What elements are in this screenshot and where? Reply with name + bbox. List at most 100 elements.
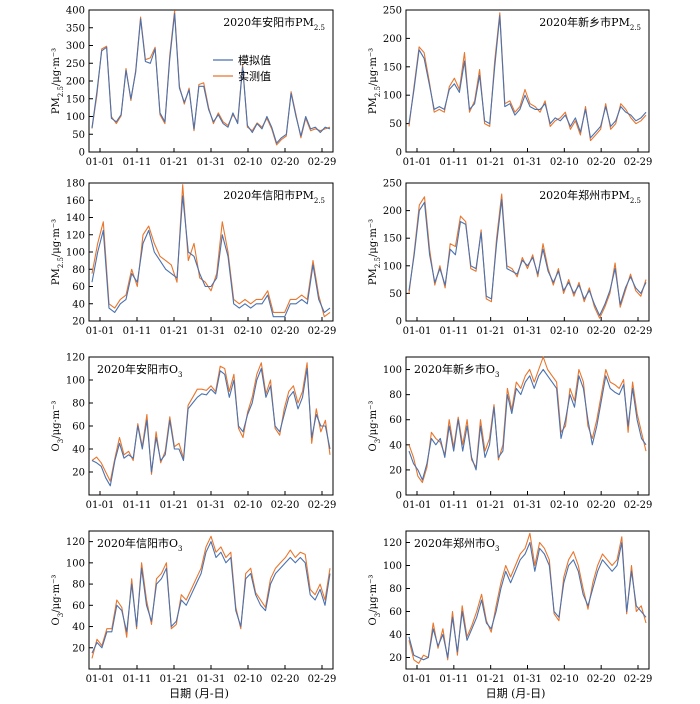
y-axis-label: O3/μg·m⁻³ — [51, 401, 65, 452]
x-tick-label: 01-21 — [160, 674, 189, 685]
x-axis-label: 日期 (月-日) — [486, 687, 546, 700]
y-axis-label: PM2.5/μg·m⁻³ — [51, 219, 65, 285]
y-tick-label: 100 — [383, 561, 402, 572]
chart-panel: 20 40 60 80 100 120 01-01 01-11 01-21 01-31 02-10 0… — [368, 530, 653, 685]
x-tick-label: 01-01 — [403, 674, 432, 685]
text-part: 2.5 — [374, 86, 382, 97]
y-tick-label: 250 — [66, 59, 85, 70]
x-tick-label: 01-21 — [160, 500, 189, 511]
text-part: 2020年新乡市PM — [539, 15, 630, 29]
text-part: 3 — [495, 371, 499, 379]
text-part: 2020年安阳市O — [97, 362, 178, 376]
text-part: O — [368, 617, 379, 625]
x-tick-label: 01-11 — [123, 157, 152, 168]
x-axis-label: 日期 (月-日) — [169, 687, 229, 700]
text-part: 2.5 — [314, 197, 325, 205]
y-tick-label: 400 — [66, 6, 85, 17]
y-tick-label: 100 — [383, 91, 402, 102]
text-part: /μg·m⁻³ — [368, 219, 379, 257]
series-line-simulated — [408, 541, 647, 661]
x-tick-label: 02-29 — [308, 157, 337, 168]
x-tick-label: 02-20 — [271, 674, 300, 685]
y-tick-label: 50 — [389, 289, 402, 300]
y-tick-label: 100 — [66, 376, 85, 387]
legend-label: 实测值 — [238, 69, 271, 83]
x-tick-label: 02-10 — [234, 326, 263, 337]
text-part: 3 — [374, 439, 382, 443]
series-line-observed — [408, 356, 647, 484]
y-tick-label: 40 — [72, 622, 85, 633]
y-tick-label: 160 — [66, 196, 85, 207]
x-tick-label: 01-01 — [86, 674, 115, 685]
x-tick-label: 01-01 — [403, 157, 432, 168]
text-part: 2020年新乡市O — [414, 362, 495, 376]
chart-panel: 0 50 100 150 200 250 300 350 400 01-01 01-11 01-21 0… — [51, 6, 336, 169]
x-tick-label: 01-31 — [513, 674, 542, 685]
y-tick-label: 150 — [383, 234, 402, 245]
y-tick-label: 100 — [383, 261, 402, 272]
chart-panel: 0 50 100 150 200 250 01-01 01-11 01-21 01-31 02-10… — [368, 179, 652, 338]
chart-panel: 20 40 60 80 100 120 01-01 01-11 01-21 01-31 02-10 0… — [51, 353, 336, 512]
x-tick-label: 01-21 — [476, 500, 505, 511]
x-tick-label: 01-11 — [123, 326, 152, 337]
text-part: 2020年郑州市O — [414, 536, 495, 550]
plot-frame — [405, 530, 650, 670]
text-part: 2.5 — [630, 24, 641, 32]
x-tick-label: 02-20 — [587, 157, 616, 168]
y-tick-label: 40 — [72, 299, 85, 310]
x-tick-label: 02-20 — [271, 326, 300, 337]
legend-label: 模拟值 — [238, 53, 271, 67]
chart-panel: 20 40 60 80 100 120 140 160 180 01-01 01-11 01-21 01… — [51, 179, 336, 338]
text-part: /μg·m⁻³ — [368, 48, 379, 86]
x-tick-label: 02-29 — [624, 157, 653, 168]
text-part: 3 — [178, 371, 182, 379]
plot-frame — [405, 356, 650, 496]
y-tick-label: 350 — [66, 23, 85, 34]
panel-title: 2020年郑州市O3 — [414, 536, 499, 553]
y-axis-label: O3/μg·m⁻³ — [368, 575, 382, 626]
series-line-simulated — [408, 368, 647, 481]
x-tick-label: 02-20 — [587, 326, 616, 337]
series-line-observed — [91, 362, 331, 482]
y-tick-label: 120 — [66, 537, 85, 548]
y-tick-label: 0 — [79, 148, 85, 159]
x-tick-label: 01-01 — [403, 326, 432, 337]
y-tick-label: 150 — [66, 94, 85, 105]
y-tick-label: 100 — [66, 248, 85, 259]
y-tick-label: 40 — [72, 445, 85, 456]
y-tick-label: 20 — [389, 465, 402, 476]
text-part: PM — [368, 268, 379, 285]
text-part: PM — [368, 97, 379, 114]
y-tick-label: 60 — [389, 607, 402, 618]
series-line-simulated — [91, 367, 331, 487]
y-axis-label: O3/μg·m⁻³ — [368, 401, 382, 452]
y-tick-label: 60 — [389, 415, 402, 426]
text-part: 3 — [57, 439, 65, 443]
x-tick-label: 02-29 — [624, 674, 653, 685]
series-line-observed — [91, 535, 331, 659]
text-part: 3 — [57, 613, 65, 617]
x-tick-label: 02-29 — [624, 326, 653, 337]
text-part: 2.5 — [314, 24, 325, 32]
panel-title: 2020年新乡市PM2.5 — [539, 15, 641, 32]
x-tick-label: 02-10 — [550, 326, 579, 337]
series-line-observed — [408, 193, 647, 319]
x-tick-label: 01-21 — [476, 674, 505, 685]
x-tick-label: 01-01 — [86, 326, 115, 337]
text-part: 3 — [495, 545, 499, 553]
y-tick-label: 20 — [389, 653, 402, 664]
chart-panel: 0 50 100 150 200 250 01-01 01-11 01-21 01-31 02-10… — [368, 6, 652, 169]
x-tick-label: 01-11 — [439, 157, 468, 168]
x-tick-label: 01-21 — [160, 157, 189, 168]
x-tick-label: 01-21 — [476, 326, 505, 337]
panel-title: 2020年信阳市PM2.5 — [223, 188, 325, 205]
text-part: 2020年郑州市PM — [539, 188, 630, 202]
text-part: /μg·m⁻³ — [51, 48, 62, 86]
y-tick-label: 100 — [66, 112, 85, 123]
plot-frame — [88, 530, 334, 670]
y-tick-label: 120 — [66, 230, 85, 241]
y-tick-label: 180 — [66, 179, 85, 190]
y-tick-label: 60 — [72, 282, 85, 293]
text-part: 3 — [178, 545, 182, 553]
